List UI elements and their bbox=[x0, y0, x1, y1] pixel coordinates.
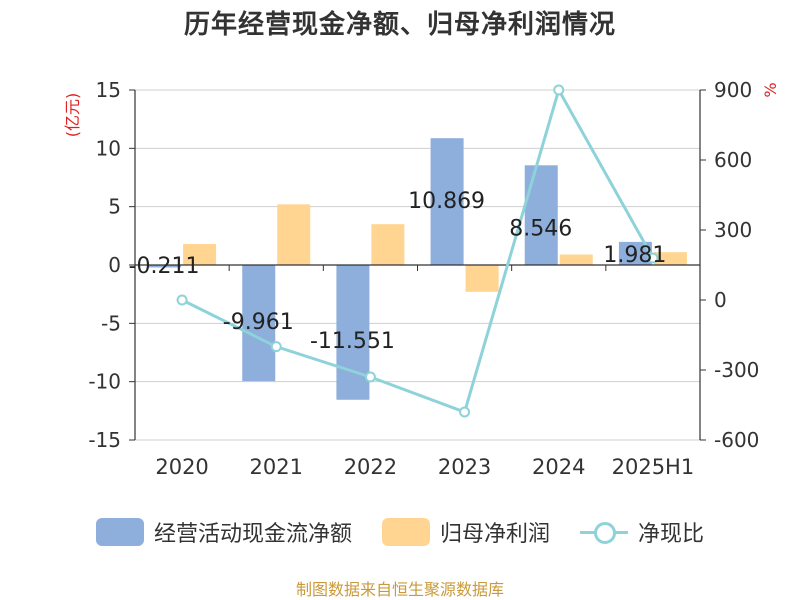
legend-swatch-cashflow bbox=[95, 518, 144, 546]
y-left-tick-label: -10 bbox=[88, 370, 121, 394]
y-right-tick-label: -600 bbox=[714, 428, 759, 452]
point-cash-ratio bbox=[270, 341, 282, 353]
bar-cashflow bbox=[524, 165, 558, 265]
x-tick-label: 2025H1 bbox=[612, 455, 695, 479]
y-right-tick-label: 0 bbox=[714, 288, 727, 312]
y-left-tick-label: 10 bbox=[96, 136, 121, 160]
data-label-cashflow: 8.546 bbox=[509, 216, 572, 241]
y-left-tick-label: 15 bbox=[96, 78, 121, 102]
bar-net-profit bbox=[183, 244, 217, 265]
legend-item-cashflow[interactable]: 经营活动现金流净额 bbox=[95, 516, 352, 548]
legend-swatch-net-profit bbox=[381, 518, 430, 546]
x-tick-label: 2023 bbox=[438, 455, 491, 479]
y-right-axis-label: % bbox=[761, 82, 780, 97]
data-label-cashflow: 10.869 bbox=[408, 189, 485, 214]
bar-cashflow bbox=[430, 138, 464, 265]
data-label-cashflow: -0.211 bbox=[129, 254, 200, 279]
y-right-tick-label: 600 bbox=[714, 148, 752, 172]
y-left-tick-label: 5 bbox=[108, 195, 121, 219]
bar-cashflow bbox=[336, 265, 370, 400]
data-label-cashflow: 1.981 bbox=[603, 243, 666, 268]
point-cash-ratio bbox=[553, 84, 565, 96]
x-tick-label: 2020 bbox=[155, 455, 208, 479]
bar-cashflow bbox=[148, 265, 182, 268]
legend-swatch-cash-ratio bbox=[580, 518, 628, 546]
y-right-tick-label: 300 bbox=[714, 218, 752, 242]
legend-label-cashflow: 经营活动现金流净额 bbox=[153, 522, 352, 547]
y-left-tick-label: -15 bbox=[88, 428, 121, 452]
y-left-axis-label: (亿元) bbox=[63, 93, 82, 138]
legend: 经营活动现金流净额 归母净利润 净现比 bbox=[0, 516, 800, 548]
point-cash-ratio bbox=[459, 406, 471, 418]
point-cash-ratio bbox=[364, 371, 376, 383]
x-tick-label: 2022 bbox=[344, 455, 397, 479]
legend-label-net-profit: 归母净利润 bbox=[439, 522, 550, 547]
bar-net-profit bbox=[653, 252, 687, 265]
x-tick-label: 2024 bbox=[532, 455, 585, 479]
bar-net-profit bbox=[465, 265, 499, 292]
legend-item-cash-ratio[interactable]: 净现比 bbox=[580, 516, 704, 548]
x-tick-label: 2021 bbox=[250, 455, 303, 479]
point-cash-ratio bbox=[647, 252, 659, 264]
data-source: 制图数据来自恒生聚源数据库 bbox=[295, 580, 504, 599]
y-left-tick-label: -5 bbox=[101, 311, 121, 335]
data-label-cashflow: -11.551 bbox=[310, 329, 395, 354]
point-cash-ratio bbox=[176, 294, 188, 306]
data-label-cashflow: -9.961 bbox=[223, 310, 294, 335]
chart-title: 历年经营现金净额、归母净利润情况 bbox=[183, 10, 616, 40]
y-right-tick-label: -300 bbox=[714, 358, 759, 382]
bar-net-profit bbox=[371, 224, 405, 265]
y-right-tick-label: 900 bbox=[714, 78, 752, 102]
legend-label-cash-ratio: 净现比 bbox=[638, 522, 705, 547]
y-left-tick-label: 0 bbox=[108, 253, 121, 277]
bar-net-profit bbox=[277, 204, 311, 265]
legend-item-net-profit[interactable]: 归母净利润 bbox=[381, 516, 550, 548]
bar-cashflow bbox=[618, 241, 652, 265]
line-cash-ratio bbox=[181, 86, 655, 414]
bar-net-profit bbox=[559, 254, 593, 265]
bar-cashflow bbox=[242, 265, 276, 382]
